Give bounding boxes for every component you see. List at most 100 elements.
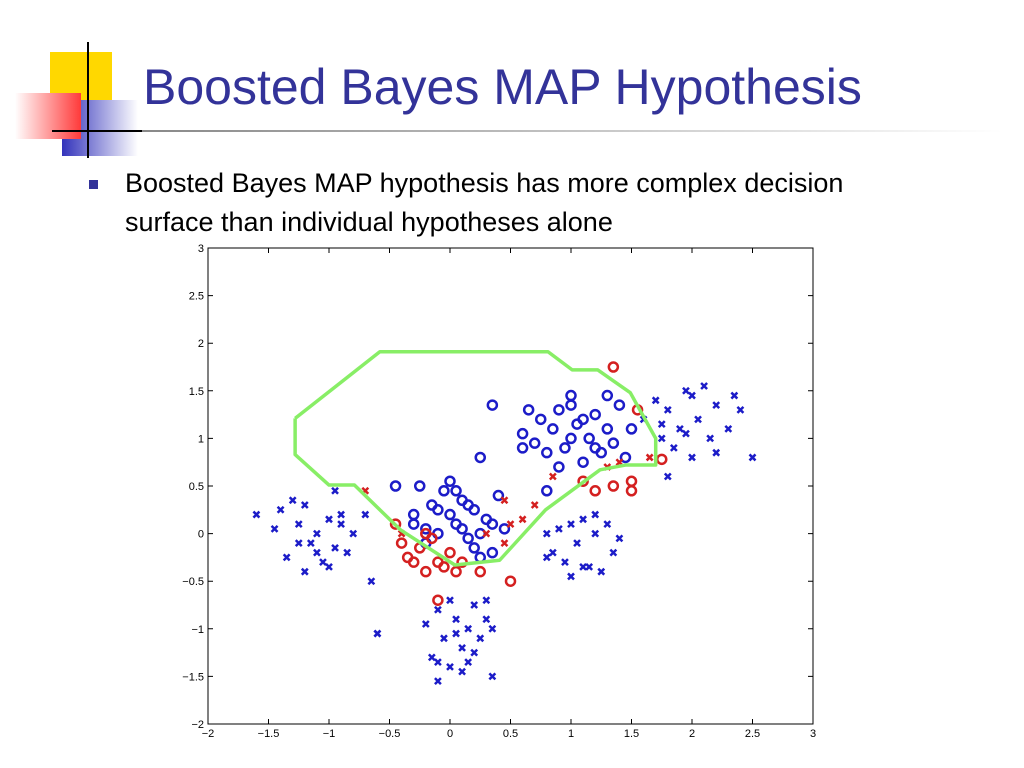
o-point bbox=[607, 437, 620, 449]
x-point bbox=[657, 434, 666, 443]
o-point bbox=[420, 565, 432, 578]
o-point bbox=[486, 399, 499, 411]
x-point bbox=[712, 401, 721, 409]
x-point bbox=[427, 653, 436, 662]
x-point bbox=[682, 429, 690, 438]
o-point bbox=[559, 442, 571, 454]
x-tick-label: 3 bbox=[810, 728, 816, 740]
o-point bbox=[444, 546, 456, 559]
x-point bbox=[736, 405, 745, 414]
y-tick-label: −2 bbox=[191, 719, 204, 731]
o-point bbox=[541, 485, 553, 497]
x-point bbox=[373, 629, 382, 638]
x-point bbox=[270, 524, 279, 533]
o-point bbox=[516, 442, 529, 454]
x-point bbox=[663, 405, 672, 414]
x-point bbox=[331, 543, 339, 552]
o-point bbox=[438, 485, 450, 497]
o-point bbox=[498, 523, 511, 535]
x-point bbox=[579, 515, 587, 524]
o-point bbox=[589, 485, 601, 497]
x-point bbox=[567, 520, 575, 528]
o-point bbox=[577, 413, 589, 426]
x-point bbox=[349, 529, 358, 538]
x-tick-label: 1 bbox=[568, 728, 574, 740]
x-point bbox=[306, 539, 315, 548]
x-point bbox=[482, 596, 491, 605]
x-point bbox=[579, 563, 587, 571]
x-point bbox=[555, 524, 563, 533]
x-tick-label: −1.5 bbox=[258, 728, 280, 740]
slide-title: Boosted Bayes MAP Hypothesis bbox=[143, 59, 862, 115]
y-tick-label: 0.5 bbox=[189, 481, 204, 493]
o-point bbox=[468, 542, 480, 554]
x-point bbox=[615, 534, 624, 543]
x-point bbox=[542, 553, 551, 562]
x-point bbox=[700, 382, 708, 390]
o-point bbox=[601, 389, 614, 402]
x-point bbox=[343, 548, 352, 557]
x-point bbox=[482, 615, 491, 624]
o-point bbox=[407, 556, 420, 568]
x-point bbox=[337, 520, 345, 528]
x-point bbox=[367, 577, 376, 586]
x-point bbox=[470, 648, 479, 657]
o-point bbox=[486, 546, 499, 559]
x-point bbox=[597, 567, 606, 576]
o-point bbox=[565, 432, 577, 445]
o-point bbox=[432, 504, 444, 516]
o-point bbox=[607, 361, 620, 373]
o-point bbox=[389, 518, 402, 530]
x-point bbox=[585, 563, 594, 571]
plot-frame bbox=[207, 247, 814, 725]
o-point bbox=[444, 475, 456, 487]
x-point bbox=[300, 567, 309, 576]
o-point bbox=[547, 423, 559, 435]
o-point bbox=[619, 451, 632, 464]
o-point bbox=[444, 508, 456, 521]
x-tick-label: 2.5 bbox=[745, 728, 760, 740]
x-point bbox=[434, 605, 442, 614]
y-tick-label: 3 bbox=[198, 243, 204, 255]
o-point bbox=[462, 499, 474, 511]
o-point bbox=[420, 523, 432, 535]
x-point bbox=[561, 558, 569, 567]
x-point bbox=[706, 434, 715, 443]
x-point bbox=[669, 444, 678, 452]
o-point bbox=[456, 523, 468, 535]
x-tick-label: 2 bbox=[689, 728, 695, 740]
x-point bbox=[694, 415, 702, 424]
x-point bbox=[300, 501, 309, 509]
o-point bbox=[420, 527, 432, 540]
o-point bbox=[389, 480, 402, 492]
o-point bbox=[395, 537, 408, 549]
x-point bbox=[542, 529, 551, 538]
x-point bbox=[500, 496, 509, 505]
x-point bbox=[252, 510, 261, 519]
x-point bbox=[500, 539, 509, 548]
x-point bbox=[603, 520, 612, 528]
x-point bbox=[446, 596, 454, 605]
o-point bbox=[486, 518, 499, 530]
o-point bbox=[450, 485, 462, 497]
x-tick-label: −2 bbox=[202, 728, 215, 740]
x-tick-label: 0.5 bbox=[503, 728, 518, 740]
o-point bbox=[601, 423, 614, 435]
x-tick-label: 0 bbox=[447, 728, 453, 740]
x-point bbox=[458, 643, 466, 652]
x-point bbox=[276, 505, 285, 514]
x-point bbox=[446, 662, 454, 671]
o-point bbox=[535, 413, 547, 426]
x-point bbox=[282, 553, 291, 562]
x-point bbox=[530, 501, 539, 509]
x-point bbox=[506, 520, 515, 528]
o-point bbox=[462, 532, 474, 545]
x-point bbox=[591, 529, 600, 538]
x-tick-label: −1 bbox=[323, 728, 336, 740]
x-point bbox=[657, 420, 666, 429]
o-point bbox=[414, 480, 426, 492]
x-point bbox=[712, 448, 721, 457]
x-point bbox=[548, 548, 557, 557]
o-point bbox=[516, 427, 529, 440]
